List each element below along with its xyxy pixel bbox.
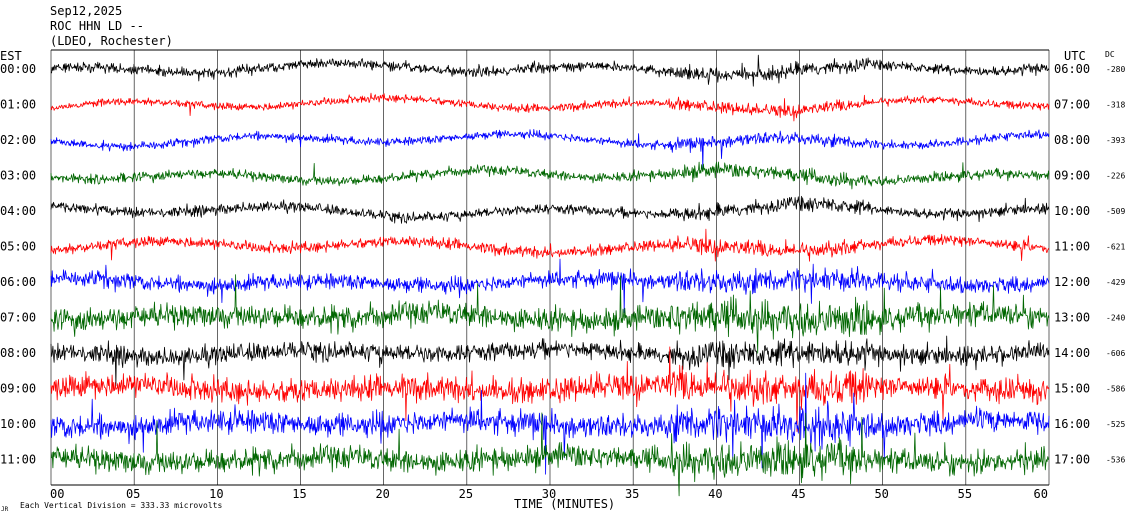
est-hour-label: 11:00 — [0, 453, 36, 467]
x-tick-label: 60 — [1034, 487, 1048, 501]
x-tick-label: 25 — [459, 487, 473, 501]
dc-offset-label: -525 — [1106, 420, 1125, 429]
est-hour-label: 01:00 — [0, 98, 36, 112]
trace-0700 — [50, 274, 1050, 354]
dc-offset-label: -429 — [1106, 278, 1125, 287]
x-tick-label: 55 — [958, 487, 972, 501]
x-tick-label: 15 — [292, 487, 306, 501]
trace-1100 — [50, 412, 1049, 497]
dc-offset-label: -226 — [1106, 172, 1125, 181]
dc-offset-label: -318 — [1106, 101, 1125, 110]
utc-axis-title: UTC — [1064, 49, 1086, 63]
utc-hour-label: 07:00 — [1054, 98, 1090, 112]
est-hour-label: 02:00 — [0, 133, 36, 147]
est-hour-label: 03:00 — [0, 169, 36, 183]
trace-0300 — [50, 161, 1050, 190]
dc-offset-label: -280 — [1106, 65, 1125, 74]
utc-hour-label: 12:00 — [1054, 275, 1090, 289]
x-tick-label: 05 — [126, 487, 140, 501]
dc-offset-label: -240 — [1106, 314, 1125, 323]
est-hour-label: 07:00 — [0, 311, 36, 325]
trace-0800 — [50, 335, 1050, 387]
dc-offset-label: -536 — [1106, 456, 1125, 465]
axis-labels: EST UTC DC TIME (MINUTES) Each Vertical … — [0, 49, 1125, 513]
scale-note: Each Vertical Division = 333.33 microvol… — [20, 501, 222, 510]
est-hour-label: 05:00 — [0, 240, 36, 254]
x-tick-label: 50 — [874, 487, 888, 501]
seismic-traces — [50, 54, 1050, 497]
x-tick-label: 30 — [542, 487, 556, 501]
utc-hour-label: 10:00 — [1054, 204, 1090, 218]
est-hour-label: 09:00 — [0, 382, 36, 396]
header-date: Sep12,2025 — [50, 4, 123, 18]
utc-hour-label: 14:00 — [1054, 346, 1090, 360]
est-hour-label: 10:00 — [0, 417, 36, 431]
est-hour-label: 04:00 — [0, 204, 36, 218]
trace-0500 — [50, 228, 1050, 262]
utc-hour-label: 09:00 — [1054, 169, 1090, 183]
utc-hour-label: 11:00 — [1054, 240, 1090, 254]
trace-0100 — [50, 92, 1050, 122]
dc-offset-label: -606 — [1106, 349, 1125, 358]
x-axis-title: TIME (MINUTES) — [514, 497, 615, 511]
utc-hour-label: 06:00 — [1054, 62, 1090, 76]
dc-offset-label: -621 — [1106, 243, 1125, 252]
utc-hour-label: 15:00 — [1054, 382, 1090, 396]
trace-0600 — [50, 258, 1050, 314]
x-tick-label: 40 — [708, 487, 722, 501]
dc-column-title: DC — [1105, 50, 1115, 59]
utc-hour-label: 13:00 — [1054, 311, 1090, 325]
trace-0200 — [50, 129, 1050, 170]
est-axis-title: EST — [0, 49, 22, 63]
x-tick-label: 20 — [375, 487, 389, 501]
trace-0900 — [50, 346, 1050, 432]
x-tick-label: 45 — [791, 487, 805, 501]
utc-hour-label: 17:00 — [1054, 453, 1090, 467]
header-station: ROC HHN LD -- — [50, 19, 144, 33]
est-hour-label: 00:00 — [0, 62, 36, 76]
trace-1000 — [50, 372, 1050, 475]
est-hour-label: 06:00 — [0, 275, 36, 289]
trace-0000 — [50, 54, 1050, 87]
header-network: (LDEO, Rochester) — [50, 34, 173, 48]
est-hour-label: 08:00 — [0, 346, 36, 360]
x-tick-label: 00 — [50, 487, 64, 501]
dc-offset-label: -393 — [1106, 136, 1125, 145]
trace-0400 — [50, 195, 1050, 224]
grid-lines — [50, 49, 1050, 486]
x-tick-label: 35 — [625, 487, 639, 501]
corner-mark: JR — [1, 506, 9, 513]
dc-offset-label: -509 — [1106, 207, 1125, 216]
x-tick-label: 10 — [209, 487, 223, 501]
utc-hour-label: 08:00 — [1054, 133, 1090, 147]
utc-hour-label: 16:00 — [1054, 417, 1090, 431]
dc-offset-label: -586 — [1106, 385, 1125, 394]
